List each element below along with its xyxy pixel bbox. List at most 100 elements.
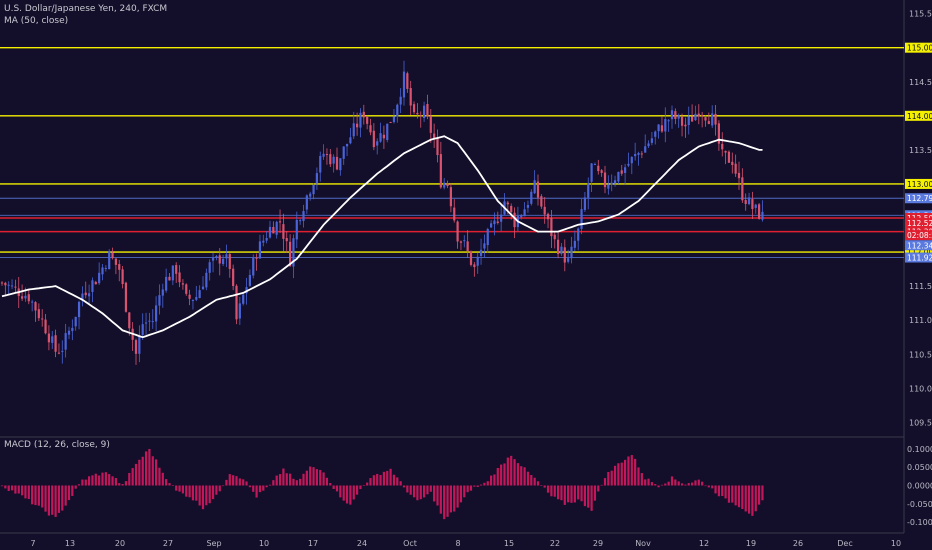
candle-body xyxy=(155,305,158,322)
level-price-tag xyxy=(905,247,932,258)
macd-bar xyxy=(520,466,523,486)
macd-bar xyxy=(44,485,47,512)
macd-bar xyxy=(255,485,258,498)
candle-body xyxy=(67,330,71,335)
time-tick-label: 12 xyxy=(699,539,709,548)
candle-body xyxy=(345,143,349,147)
candle-body xyxy=(610,182,613,185)
candle-body xyxy=(10,285,14,287)
macd-bar xyxy=(453,485,456,512)
candle-body xyxy=(245,287,248,294)
macd-bar xyxy=(242,479,245,486)
macd-bar xyxy=(553,485,556,497)
candle-body xyxy=(299,220,302,222)
candle-body xyxy=(758,204,761,219)
macd-bar xyxy=(741,485,744,509)
macd-bar xyxy=(24,485,27,499)
candle-body xyxy=(386,123,389,141)
macd-bar xyxy=(362,485,365,486)
macd-bar xyxy=(302,473,305,486)
candle-body xyxy=(151,321,154,323)
macd-bar xyxy=(473,485,476,487)
candle-body xyxy=(198,290,201,298)
macd-bar xyxy=(64,485,67,506)
macd-bar xyxy=(603,478,607,486)
macd-bar xyxy=(315,469,318,486)
macd-bar xyxy=(490,475,493,486)
macd-bar xyxy=(443,485,446,520)
symbol-legend: U.S. Dollar/Japanese Yen, 240, FXCM xyxy=(4,4,168,14)
macd-bar xyxy=(195,485,198,501)
macd-bar xyxy=(644,479,647,486)
candle-body xyxy=(406,73,409,89)
macd-bar xyxy=(429,485,432,492)
candle-body xyxy=(409,88,412,106)
macd-bar xyxy=(0,485,4,487)
ma-legend: MA (50, close) xyxy=(4,16,69,26)
macd-bar xyxy=(543,485,546,488)
macd-bar xyxy=(533,477,536,486)
candle-body xyxy=(302,211,305,222)
macd-bar xyxy=(523,467,526,486)
macd-bar xyxy=(758,485,761,505)
candle-body xyxy=(701,114,704,117)
time-tick-label: 15 xyxy=(504,539,514,548)
candle-body xyxy=(647,143,650,147)
candle-body xyxy=(446,183,449,187)
macd-bar xyxy=(356,485,359,495)
macd-bar xyxy=(647,478,650,486)
candle-body xyxy=(530,191,533,204)
price-tick-label: 115.500 xyxy=(909,10,932,19)
candle-body xyxy=(617,171,620,182)
candle-body xyxy=(624,167,627,173)
candle-body xyxy=(644,146,647,153)
macd-bar xyxy=(479,484,483,486)
macd-bar xyxy=(600,484,603,486)
macd-bar xyxy=(640,473,643,486)
candle-body xyxy=(443,182,446,188)
macd-bar xyxy=(27,485,30,500)
macd-bar xyxy=(701,481,704,486)
candle-body xyxy=(248,274,251,286)
level-price-label: 112.790 xyxy=(907,194,932,203)
candle-body xyxy=(322,153,325,157)
time-tick-label: 17 xyxy=(308,539,318,548)
candle-body xyxy=(587,183,590,198)
price-tag xyxy=(905,217,932,228)
candle-body xyxy=(714,113,717,125)
candle-body xyxy=(526,205,530,208)
macd-bar xyxy=(567,485,570,503)
candle-body xyxy=(436,137,439,156)
macd-bar xyxy=(51,485,54,515)
candle-body xyxy=(289,241,292,267)
macd-bar xyxy=(704,485,707,487)
candle-body xyxy=(124,282,128,312)
candle-body xyxy=(144,322,148,324)
macd-bar xyxy=(329,483,332,486)
candle-body xyxy=(27,294,30,302)
macd-bar xyxy=(91,475,94,486)
candle-body xyxy=(362,111,365,118)
candle-body xyxy=(138,336,141,354)
candle-body xyxy=(620,170,623,174)
macd-bar xyxy=(124,481,128,486)
candle-body xyxy=(513,212,516,228)
macd-bar xyxy=(232,475,235,486)
macd-bar xyxy=(10,485,14,491)
candle-body xyxy=(680,116,684,126)
macd-bar xyxy=(81,479,84,486)
candle-body xyxy=(506,202,509,205)
level-price-label: 115.000 xyxy=(907,44,932,53)
macd-bar xyxy=(295,480,298,486)
candle-body xyxy=(557,239,560,255)
macd-bar xyxy=(111,476,114,486)
candle-body xyxy=(510,205,513,213)
candle-body xyxy=(731,161,734,166)
candle-body xyxy=(275,221,278,235)
price-tick-label: 109.500 xyxy=(909,418,932,427)
macd-bar xyxy=(536,481,540,486)
candle-body xyxy=(168,276,171,281)
macd-bar xyxy=(587,485,590,508)
